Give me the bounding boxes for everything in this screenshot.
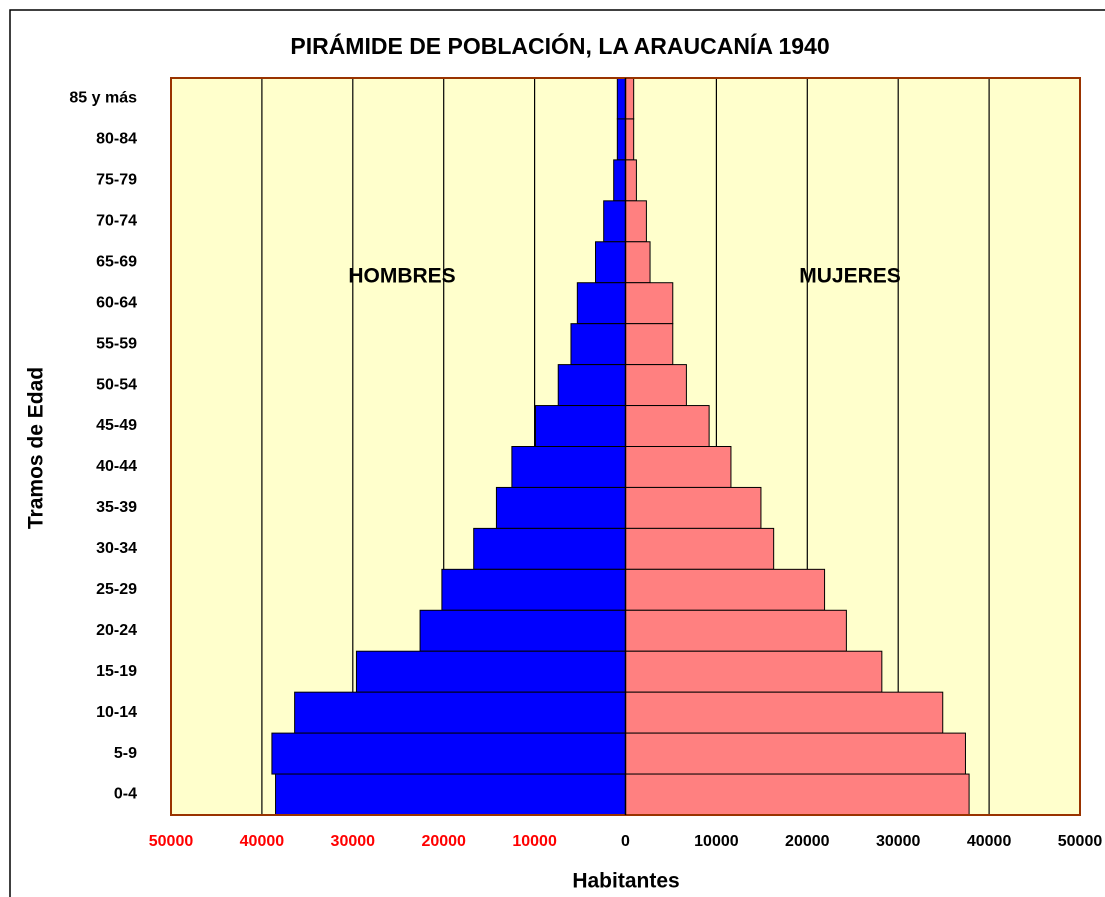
y-tick-label: 80-84 [96,131,137,148]
bar [625,609,847,652]
bar [625,282,674,325]
bar [511,446,626,488]
bar [625,568,826,611]
y-tick-label: 70-74 [96,213,137,230]
x-tick-label: 50000 [1058,833,1103,850]
y-axis-label: Tramos de Edad [25,367,48,529]
bar [625,486,762,529]
bar [625,323,674,366]
bar [625,364,687,407]
bar [535,405,626,447]
chart-title: PIRÁMIDE DE POBLACIÓN, LA ARAUCANÍA 1940 [290,32,829,59]
bar [355,650,626,693]
y-tick-label: 65-69 [96,253,137,270]
bar [625,118,635,161]
y-tick-label: 85 y más [69,90,137,107]
y-tick-label: 40-44 [96,458,137,475]
bar [625,446,732,488]
y-tick-label: 10-14 [96,704,137,721]
x-tick-label: 30000 [331,833,376,850]
x-tick-label: 40000 [967,833,1012,850]
bar [576,282,626,325]
y-tick-label: 45-49 [96,417,137,434]
x-tick-label: 20000 [421,833,466,850]
y-tick-label: 15-19 [96,663,137,680]
y-tick-label: 20-24 [96,622,137,639]
bar [625,405,710,447]
bar [625,200,647,243]
x-tick-label: 50000 [149,833,194,850]
y-tick-label: 30-34 [96,540,137,557]
bar [595,241,626,284]
y-tick-label: 0-4 [114,786,137,803]
bar [625,773,970,816]
y-tick-label: 5-9 [114,745,137,762]
bar [271,732,626,775]
x-tick-label: 20000 [785,833,830,850]
x-tick-label: 40000 [240,833,285,850]
x-tick-label: 10000 [512,833,557,850]
annotation: MUJERES [799,265,901,288]
bar [557,364,627,407]
bar [616,77,626,120]
bar [616,118,626,161]
x-axis-label: Habitantes [572,870,679,893]
annotation: HOMBRES [348,265,455,288]
bar [495,486,626,529]
y-tick-label: 25-29 [96,581,137,598]
bar [275,773,626,816]
y-tick-label: 75-79 [96,172,137,189]
y-tick-label: 55-59 [96,335,137,352]
bar [294,691,626,734]
bar [625,241,651,284]
bar [473,527,626,570]
bar [625,732,966,775]
y-tick-label: 50-54 [96,376,137,393]
bar [625,691,944,734]
bar [603,200,627,243]
bar [419,609,627,652]
bar [613,159,626,202]
bar [625,159,637,202]
bar [625,527,775,570]
y-tick-label: 35-39 [96,499,137,516]
bar [625,77,635,120]
x-tick-label: 30000 [876,833,921,850]
x-tick-label: 0 [621,833,630,850]
x-tick-label: 10000 [694,833,739,850]
bar [570,323,627,366]
bar [625,650,883,693]
bar [441,568,626,611]
y-tick-label: 60-64 [96,294,137,311]
